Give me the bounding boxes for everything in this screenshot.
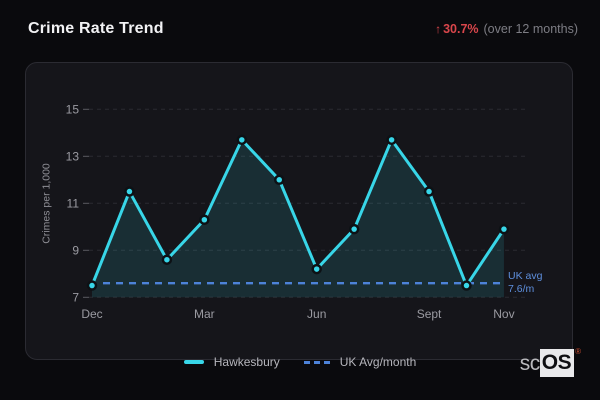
data-point-sept bbox=[423, 186, 435, 197]
y-tick-label-15: 15 bbox=[66, 102, 80, 116]
x-tick-label-dec: Dec bbox=[81, 307, 102, 321]
data-point-nov bbox=[498, 223, 510, 235]
x-tick-label-mar: Mar bbox=[194, 307, 215, 321]
uk-avg-annotation-line1: UK avg bbox=[508, 270, 543, 282]
x-tick-label-nov: Nov bbox=[493, 307, 514, 321]
y-tick-label-11: 11 bbox=[67, 196, 80, 210]
scos-logo: sc OS ® bbox=[519, 347, 581, 377]
y-tick-label-9: 9 bbox=[72, 243, 79, 257]
data-point-mar bbox=[199, 214, 210, 225]
uk-avg-dashed-swatch-icon bbox=[303, 360, 330, 364]
page-title: Crime Rate Trend bbox=[28, 20, 164, 37]
data-point-jan bbox=[124, 186, 135, 197]
y-tick-label-7: 7 bbox=[72, 290, 79, 304]
hawkesbury-area-fill bbox=[92, 139, 504, 298]
y-tick-label-13: 13 bbox=[66, 149, 80, 163]
trend-delta: ↑ 30.7% bbox=[435, 22, 478, 36]
legend-label-hawkesbury: Hawkesbury bbox=[213, 355, 280, 369]
registered-mark: ® bbox=[575, 347, 581, 356]
data-point-jun bbox=[311, 263, 322, 275]
legend-label-uk-avg: UK Avg/month bbox=[339, 355, 417, 369]
hawkesbury-trend-line bbox=[90, 138, 506, 288]
data-point-oct bbox=[461, 280, 472, 291]
data-point-jul bbox=[348, 223, 360, 235]
trend-period: (over 12 months) bbox=[483, 22, 578, 36]
data-point-feb bbox=[161, 254, 173, 265]
legend-item-uk-avg[interactable]: UK Avg/month bbox=[303, 355, 417, 369]
trend-delta-value: 30.7% bbox=[443, 22, 479, 36]
legend-item-hawkesbury[interactable]: Hawkesbury bbox=[183, 355, 280, 369]
chart-legend: Hawkesbury UK Avg/month bbox=[0, 351, 600, 373]
data-point-aug bbox=[386, 134, 397, 146]
data-point-may bbox=[274, 174, 285, 186]
data-point-apr bbox=[236, 134, 248, 146]
uk-avg-annotation-line2: 7.6/m bbox=[508, 283, 535, 295]
widget-header: Crime Rate Trend ↑ 30.7% (over 12 months) bbox=[0, 0, 600, 50]
x-tick-label-sept: Sept bbox=[417, 307, 442, 321]
x-tick-label-jun: Jun bbox=[307, 307, 326, 321]
logo-text-os: OS bbox=[539, 349, 575, 377]
hawkesbury-line-swatch-icon bbox=[183, 360, 204, 364]
trend-summary: ↑ 30.7% (over 12 months) bbox=[435, 22, 578, 36]
up-arrow-icon: ↑ bbox=[435, 22, 442, 36]
data-point-dec bbox=[86, 280, 98, 291]
chart-card: Crimes per 1,000 15 13 11 9 7 Dec Mar Jun Sept No… bbox=[25, 62, 573, 360]
logo-text-sc: sc bbox=[519, 352, 541, 375]
